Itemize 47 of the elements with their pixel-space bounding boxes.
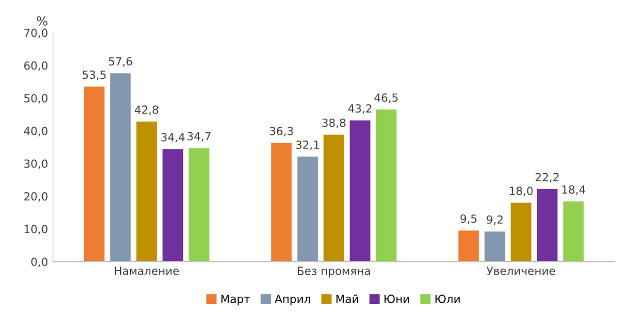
data-label: 9,5: [460, 214, 476, 224]
bar: [350, 120, 370, 262]
data-label: 32,1: [296, 140, 319, 150]
data-label: 18,0: [510, 186, 533, 196]
y-tick-label: 40,0: [24, 126, 48, 136]
bar: [84, 86, 105, 262]
y-tick-label: 20,0: [24, 192, 48, 202]
legend-label: Април: [274, 294, 310, 306]
bar: [162, 149, 184, 262]
data-label: 53,5: [82, 70, 106, 80]
data-label: 43,2: [348, 104, 372, 114]
y-tick-label: 30,0: [24, 159, 48, 170]
bar: [376, 110, 397, 262]
data-label: 42,8: [134, 106, 158, 116]
data-label: 22,2: [536, 172, 559, 182]
bar: [297, 156, 318, 262]
y-tick-label: 0,0: [31, 258, 48, 268]
bar: [271, 142, 292, 262]
bar: [484, 232, 506, 262]
data-label: 34,4: [161, 133, 185, 143]
bar: [110, 73, 131, 262]
x-tick-label: Без промяна: [298, 266, 370, 278]
data-label: 9,2: [486, 215, 503, 225]
legend-label: Март: [221, 294, 250, 306]
data-label: 34,7: [188, 132, 210, 142]
x-tick-label: Увеличение: [486, 266, 556, 276]
legend-label: Май: [336, 294, 358, 304]
bar: [510, 202, 532, 262]
data-label: 46,5: [374, 93, 398, 103]
bar: [324, 134, 344, 262]
bar: [458, 230, 479, 262]
y-tick-label: 70,0: [24, 28, 48, 38]
bar: [136, 122, 157, 262]
data-label: 38,8: [322, 118, 346, 128]
bar: [188, 148, 210, 262]
y-tick-label: 50,0: [24, 94, 48, 104]
y-tick-label: 60,0: [24, 61, 48, 71]
legend-label: Юни: [384, 294, 409, 304]
data-label: 57,6: [108, 57, 132, 67]
bar: [536, 189, 558, 262]
bar: [563, 201, 584, 262]
y-axis-title: %: [36, 16, 48, 26]
legend-label: Юли: [436, 294, 460, 304]
data-label: 36,3: [270, 126, 293, 136]
y-tick-label: 10,0: [24, 224, 48, 234]
x-tick-label: Намаление: [114, 266, 179, 276]
data-label: 18,4: [562, 185, 586, 195]
